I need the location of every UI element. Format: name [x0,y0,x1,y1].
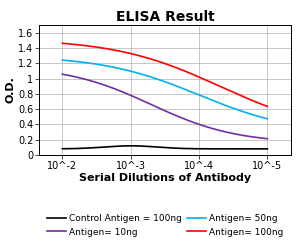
Antigen= 50ng [209,98,213,102]
Control Antigen = 100ng [266,148,269,150]
Antigen= 100ng [208,80,212,84]
Antigen= 100ng [266,105,269,108]
Antigen= 10ng [85,78,89,81]
Control Antigen = 100ng [128,144,131,147]
Antigen= 10ng [266,137,269,140]
Antigen= 10ng [190,120,193,123]
Antigen= 100ng [142,55,145,58]
Antigen= 100ng [128,52,131,55]
Control Antigen = 100ng [85,146,89,150]
Line: Antigen= 100ng: Antigen= 100ng [62,43,267,106]
Antigen= 10ng [128,93,131,96]
Antigen= 10ng [209,127,213,130]
Title: ELISA Result: ELISA Result [116,10,214,24]
Line: Antigen= 10ng: Antigen= 10ng [62,74,267,139]
Legend: Control Antigen = 100ng, Antigen= 10ng, Antigen= 50ng, Antigen= 100ng: Control Antigen = 100ng, Antigen= 10ng, … [46,214,284,237]
Y-axis label: O.D.: O.D. [5,76,15,104]
Antigen= 50ng [142,73,145,76]
X-axis label: Serial Dilutions of Antibody: Serial Dilutions of Antibody [79,173,251,183]
Control Antigen = 100ng [190,147,194,150]
Line: Control Antigen = 100ng: Control Antigen = 100ng [62,146,267,149]
Antigen= 100ng [190,72,193,75]
Antigen= 10ng [142,100,145,102]
Antigen= 100ng [85,44,89,47]
Control Antigen = 100ng [61,147,64,150]
Antigen= 50ng [61,58,64,61]
Antigen= 50ng [266,117,269,120]
Antigen= 100ng [61,42,64,45]
Antigen= 10ng [61,73,64,76]
Antigen= 50ng [128,69,131,72]
Antigen= 100ng [209,81,213,84]
Control Antigen = 100ng [209,147,213,150]
Control Antigen = 100ng [129,144,133,147]
Antigen= 50ng [85,61,89,64]
Control Antigen = 100ng [142,145,146,148]
Line: Antigen= 50ng: Antigen= 50ng [62,60,267,119]
Antigen= 50ng [208,98,212,101]
Antigen= 10ng [208,126,212,130]
Antigen= 50ng [190,90,193,93]
Control Antigen = 100ng [210,147,214,150]
